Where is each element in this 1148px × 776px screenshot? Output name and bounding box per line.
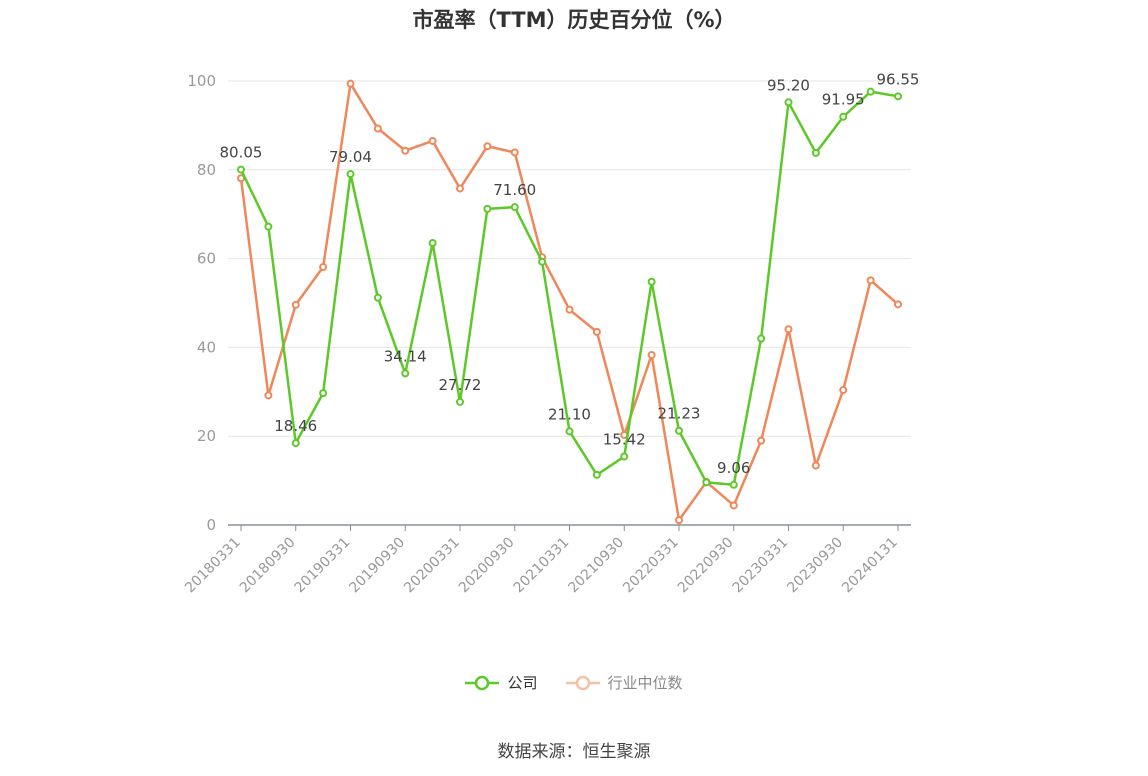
data-point-1 [729,501,738,510]
x-tick-label: 20220331 [620,535,682,597]
data-point-1 [811,461,820,470]
axes: 0 20 40 60 80 100 2018033120180930201903312019… [182,72,911,596]
data-label: 79.04 [329,148,372,166]
data-point-1 [428,136,437,145]
data-label: 34.14 [384,347,427,365]
data-label: 95.20 [767,76,810,94]
data-point-0 [291,439,300,448]
data-point-0 [346,170,355,179]
data-point-0 [620,452,629,461]
data-point-1 [264,391,273,400]
data-point-0 [264,222,273,231]
data-point-0 [894,92,902,101]
x-tick-label: 20230930 [784,535,846,597]
y-tick-label: 80 [197,161,216,179]
x-tick-label: 20240131 [839,535,901,597]
data-point-0 [401,369,410,378]
data-point-1 [565,305,574,314]
data-point-0 [237,165,245,174]
x-tick-label: 20200930 [456,535,518,597]
legend-industry-icon [565,675,600,690]
data-point-1 [401,146,410,155]
x-tick-label: 20180930 [237,535,299,597]
x-tick-label: 20210930 [565,535,627,597]
data-point-0 [866,87,875,96]
data-label: 96.55 [877,70,920,88]
chart-title: 市盈率（TTM）历史百分位（%） [412,8,736,32]
data-point-0 [702,478,711,487]
data-point-0 [647,277,656,286]
data-labels: 80.05 18.46 79.04 34.14 27.72 71.60 21.10 15.42… [220,70,920,476]
data-point-1 [319,263,328,272]
legend-item-industry[interactable]: 行业中位数 [565,672,683,693]
data-point-1 [647,350,656,359]
data-point-0 [319,389,328,398]
data-point-1 [483,142,492,151]
x-tick-label: 20210331 [511,535,573,597]
legend-label-industry: 行业中位数 [607,674,683,692]
y-tick-label: 60 [197,250,216,268]
data-point-0 [565,427,574,436]
x-tick-label: 20190331 [292,535,354,597]
x-tick-label: 20220930 [675,535,737,597]
data-label: 21.23 [658,405,701,423]
legend-item-company[interactable]: 公司 [465,672,538,693]
data-point-0 [538,257,547,266]
y-tick-label: 20 [197,427,216,445]
data-point-1 [510,148,519,157]
y-tick-label: 100 [187,72,216,90]
data-point-0 [510,203,519,212]
data-point-0 [811,148,820,157]
data-point-0 [729,480,738,489]
data-label: 15.42 [603,431,646,449]
data-point-1 [675,516,683,525]
data-point-0 [456,397,464,406]
data-point-1 [346,79,355,88]
data-point-0 [428,239,437,248]
data-source: 数据来源：恒生聚源 [497,742,651,762]
data-point-1 [784,325,793,334]
x-tick-label: 20200331 [401,535,463,597]
data-label: 71.60 [493,181,536,199]
data-point-0 [784,98,793,107]
data-label: 91.95 [822,91,865,109]
data-point-1 [592,327,601,336]
data-point-1 [373,124,382,133]
data-point-1 [866,276,875,285]
data-point-1 [757,436,766,445]
data-label: 18.46 [274,417,317,435]
data-point-0 [483,204,492,213]
data-point-1 [839,386,848,395]
grid-lines [228,80,911,437]
data-point-0 [373,293,382,302]
data-point-0 [675,426,683,435]
legend: 公司 行业中位数 [0,672,1148,693]
x-tick-label: 20190930 [346,535,408,597]
x-tick-label: 20230331 [730,535,792,597]
data-point-1 [894,300,902,309]
x-tick-label: 20180331 [182,535,244,597]
data-point-1 [291,300,300,309]
data-point-0 [757,334,766,343]
data-point-0 [839,112,848,121]
y-tick-label: 0 [206,516,216,534]
data-label: 9.06 [717,459,750,477]
series-lines [237,79,902,525]
legend-label-company: 公司 [507,674,538,692]
data-label: 80.05 [220,144,263,162]
data-label: 21.10 [548,405,591,423]
data-point-1 [456,184,464,193]
y-tick-label: 40 [197,338,216,356]
legend-company-icon [465,675,500,690]
data-label: 27.72 [439,376,482,394]
data-point-0 [592,470,601,479]
